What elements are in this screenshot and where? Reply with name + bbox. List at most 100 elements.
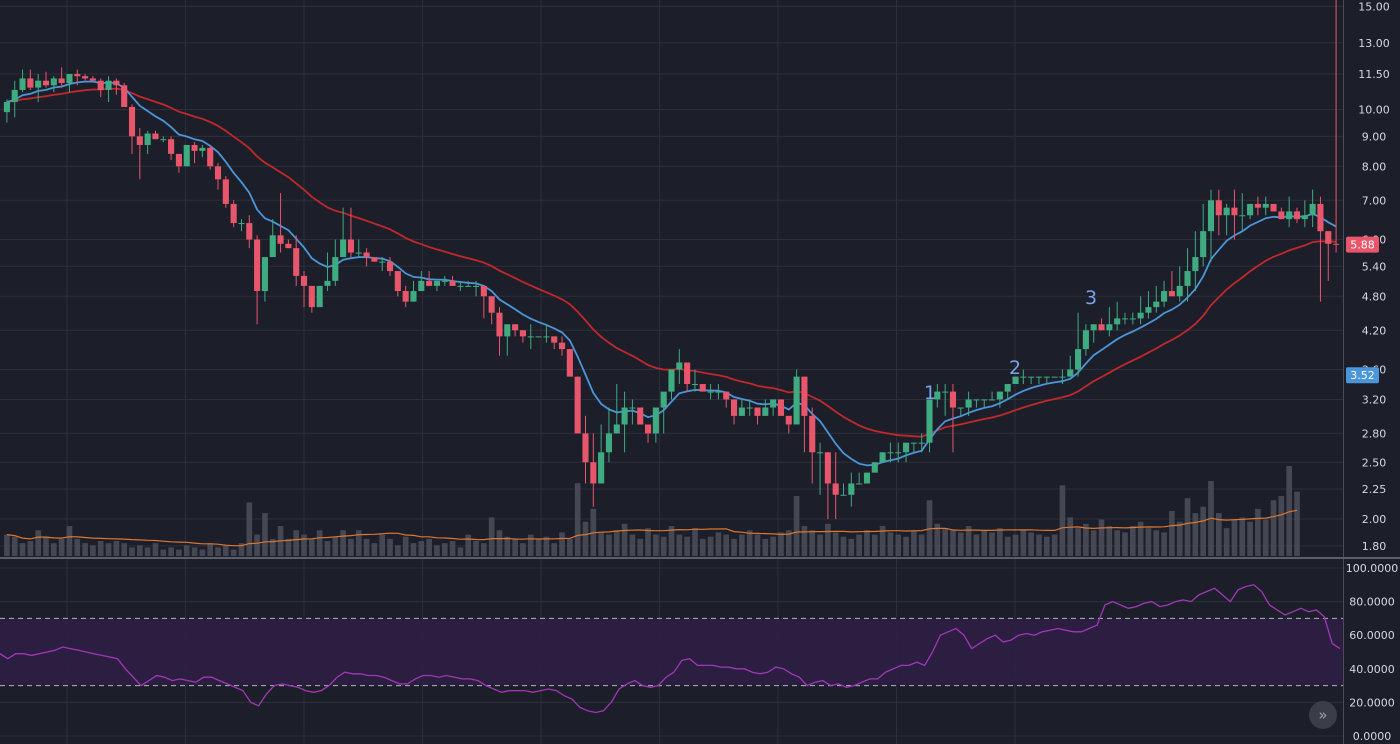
- candle-down[interactable]: [191, 142, 198, 164]
- candle-up[interactable]: [1192, 231, 1199, 292]
- candle-down[interactable]: [488, 296, 495, 325]
- candle-up[interactable]: [19, 69, 26, 93]
- candle-down[interactable]: [207, 144, 214, 170]
- candle-up[interactable]: [1301, 200, 1308, 228]
- candle-down[interactable]: [113, 78, 120, 95]
- candle-up[interactable]: [660, 391, 667, 434]
- candle-up[interactable]: [340, 207, 347, 258]
- candle-up[interactable]: [1121, 312, 1129, 325]
- candle-up[interactable]: [1090, 324, 1097, 343]
- candle-up[interactable]: [770, 399, 777, 416]
- candle-down[interactable]: [230, 200, 237, 228]
- candle-up[interactable]: [1137, 296, 1144, 325]
- candle-up[interactable]: [691, 369, 699, 392]
- candle-up[interactable]: [1035, 376, 1043, 385]
- candle-down[interactable]: [582, 415, 589, 484]
- candle-down[interactable]: [480, 285, 487, 319]
- candle-up[interactable]: [160, 136, 167, 143]
- candle-up[interactable]: [1309, 189, 1316, 228]
- candle-up[interactable]: [965, 391, 972, 416]
- candle-up[interactable]: [848, 472, 855, 507]
- candle-down[interactable]: [824, 452, 831, 520]
- candle-up[interactable]: [1114, 301, 1121, 331]
- candle-up[interactable]: [1028, 376, 1035, 385]
- candle-down[interactable]: [590, 433, 597, 507]
- candle-down[interactable]: [214, 163, 222, 190]
- candle-up[interactable]: [621, 391, 628, 453]
- candle-up[interactable]: [66, 73, 73, 93]
- candle-up[interactable]: [1020, 369, 1027, 385]
- candle-down[interactable]: [1168, 271, 1175, 297]
- candle-up[interactable]: [1223, 203, 1230, 236]
- candle-up[interactable]: [527, 324, 534, 350]
- candle-up[interactable]: [1184, 248, 1191, 302]
- candle-up[interactable]: [50, 76, 57, 93]
- rsi-axis[interactable]: 0.0000 20.0000 40.0000 60.0000 80.0000 100.00…: [1346, 562, 1399, 743]
- candle-up[interactable]: [316, 285, 323, 308]
- candle-up[interactable]: [1286, 196, 1293, 228]
- candle-down[interactable]: [754, 407, 761, 425]
- candle-up[interactable]: [605, 407, 612, 463]
- candle-up[interactable]: [1247, 203, 1254, 220]
- candle-down[interactable]: [300, 271, 308, 308]
- candle-up[interactable]: [465, 280, 472, 287]
- candle-up[interactable]: [1200, 203, 1207, 267]
- candle-down[interactable]: [1231, 189, 1238, 240]
- candle-up[interactable]: [441, 275, 448, 286]
- candle-down[interactable]: [1293, 207, 1301, 224]
- candle-down[interactable]: [1254, 196, 1261, 216]
- candle-up[interactable]: [910, 442, 917, 453]
- candle-down[interactable]: [402, 285, 409, 308]
- candle-down[interactable]: [551, 336, 558, 350]
- candle-up[interactable]: [504, 324, 511, 356]
- candle-up[interactable]: [926, 399, 933, 453]
- candle-down[interactable]: [285, 239, 292, 249]
- candle-up[interactable]: [1043, 376, 1050, 385]
- candle-down[interactable]: [801, 376, 808, 453]
- scroll-to-realtime-button[interactable]: »: [1309, 701, 1337, 729]
- candle-up[interactable]: [840, 483, 847, 496]
- candle-up[interactable]: [715, 384, 722, 400]
- candle-down[interactable]: [97, 78, 104, 98]
- candle-down[interactable]: [246, 215, 253, 249]
- candle-down[interactable]: [1333, 0, 1340, 253]
- candle-up[interactable]: [472, 280, 480, 297]
- candle-down[interactable]: [566, 349, 573, 377]
- candle-down[interactable]: [512, 324, 519, 337]
- candle-up[interactable]: [410, 280, 417, 302]
- candle-down[interactable]: [832, 452, 839, 520]
- candle-up[interactable]: [238, 219, 245, 232]
- candle-up[interactable]: [1004, 384, 1011, 400]
- candle-down[interactable]: [699, 384, 706, 392]
- candle-down[interactable]: [1325, 231, 1332, 281]
- candle-up[interactable]: [269, 219, 276, 258]
- candle-up[interactable]: [598, 424, 605, 484]
- candle-up[interactable]: [543, 324, 550, 343]
- candle-up[interactable]: [918, 433, 925, 453]
- candle-up[interactable]: [1129, 312, 1136, 325]
- candle-up[interactable]: [457, 280, 464, 292]
- candle-down[interactable]: [496, 307, 503, 356]
- candle-up[interactable]: [942, 384, 949, 416]
- candle-down[interactable]: [128, 104, 136, 154]
- candle-up[interactable]: [629, 399, 636, 425]
- candle-up[interactable]: [746, 399, 753, 416]
- candle-up[interactable]: [1161, 280, 1168, 308]
- candle-up[interactable]: [1106, 307, 1113, 337]
- candle-up[interactable]: [887, 442, 894, 463]
- candle-down[interactable]: [386, 257, 394, 276]
- candle-down[interactable]: [1215, 189, 1222, 236]
- candle-down[interactable]: [82, 73, 89, 81]
- candle-down[interactable]: [254, 235, 261, 325]
- candle-up[interactable]: [199, 144, 206, 157]
- candle-up[interactable]: [973, 399, 980, 408]
- candle-up[interactable]: [856, 472, 863, 485]
- candle-up[interactable]: [707, 384, 714, 400]
- candle-down[interactable]: [136, 127, 143, 180]
- candle-up[interactable]: [379, 257, 386, 272]
- candle-down[interactable]: [89, 76, 96, 81]
- candle-up[interactable]: [1145, 291, 1152, 319]
- candle-down[interactable]: [723, 391, 730, 408]
- candle-down[interactable]: [277, 193, 284, 253]
- candle-down[interactable]: [27, 69, 34, 90]
